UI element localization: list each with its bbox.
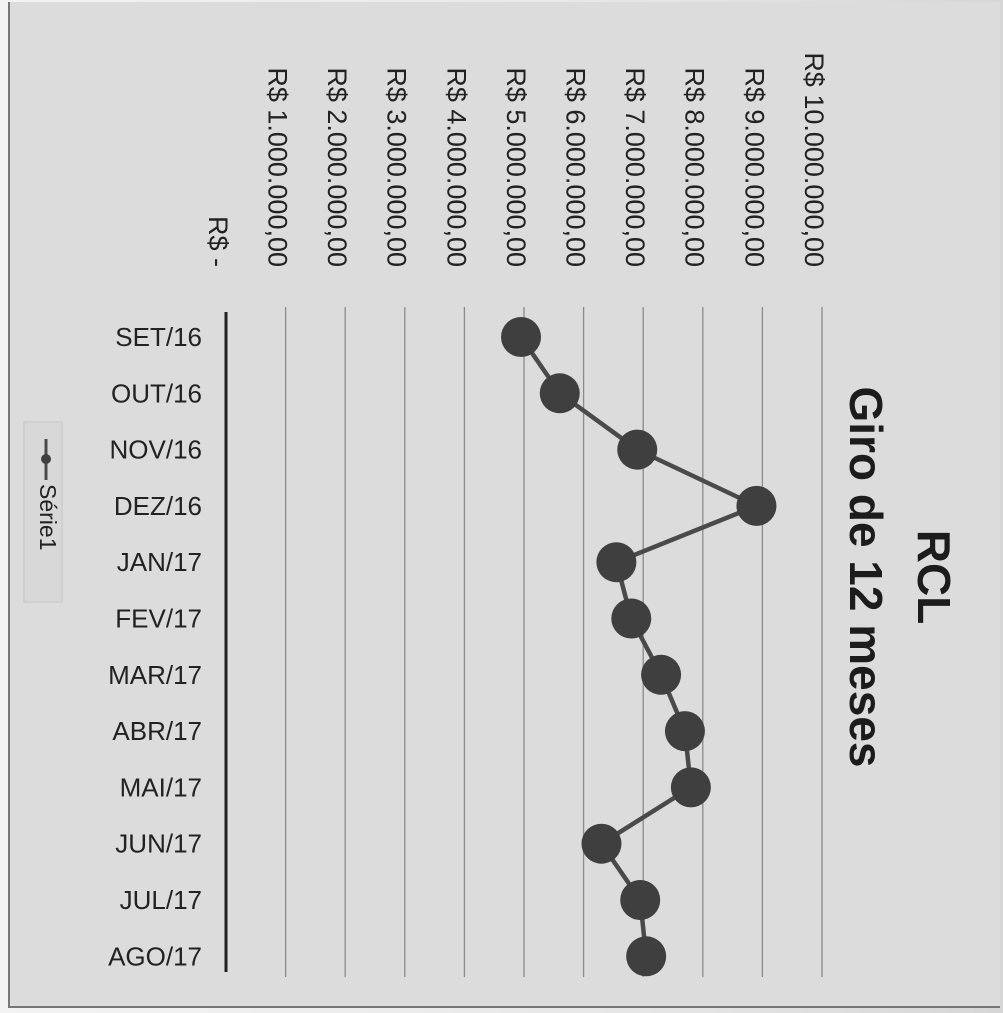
y-tick-label: R$ 3.000.000,00 xyxy=(382,67,412,267)
y-tick-label: R$ 6.000.000,00 xyxy=(560,67,590,267)
x-tick-label: SET/16 xyxy=(115,322,202,352)
series xyxy=(501,317,777,977)
x-axis-tick-labels: SET/16 OUT/16 NOV/16 DEZ/16 JAN/17 FEV/17 MAR/… xyxy=(108,322,202,971)
y-tick-label: R$ 9.000.000,00 xyxy=(739,67,769,267)
y-tick-label: R$ - xyxy=(203,216,233,267)
x-tick-label: ABR/17 xyxy=(112,716,202,746)
x-tick-label: FEV/17 xyxy=(115,604,202,634)
x-tick-label: DEZ/16 xyxy=(114,491,202,521)
y-tick-label: R$ 7.000.000,00 xyxy=(620,67,650,267)
data-point xyxy=(596,542,637,583)
chart-title: RCL Giro de 12 meses xyxy=(840,387,960,768)
y-tick-label: R$ 10.000.000,00 xyxy=(799,52,829,267)
y-tick-label: R$ 8.000.000,00 xyxy=(680,67,710,267)
legend-label: Série1 xyxy=(35,484,61,550)
data-point xyxy=(736,485,777,526)
x-tick-label: NOV/16 xyxy=(110,435,203,465)
y-tick-label: R$ 4.000.000,00 xyxy=(441,67,471,267)
x-tick-label: JAN/17 xyxy=(117,547,202,577)
x-tick-label: OUT/16 xyxy=(111,378,202,408)
data-point xyxy=(664,711,705,752)
data-point xyxy=(611,598,652,639)
y-axis-tick-labels: R$ - R$ 1.000.000,00 R$ 2.000.000,00 R$ 3.0… xyxy=(203,52,829,267)
data-point xyxy=(581,823,622,864)
y-tick-label: R$ 1.000.000,00 xyxy=(262,67,292,267)
x-tick-label: AGO/17 xyxy=(108,941,202,971)
data-point xyxy=(620,880,661,920)
chart-title-line-1: RCL xyxy=(908,530,960,625)
data-point xyxy=(641,654,682,695)
data-point xyxy=(626,936,667,977)
y-tick-label: R$ 2.000.000,00 xyxy=(322,67,352,267)
legend: Série1 xyxy=(23,421,63,603)
legend-box xyxy=(23,421,63,603)
y-tick-label: R$ 5.000.000,00 xyxy=(501,67,531,267)
x-tick-label: MAI/17 xyxy=(120,772,202,802)
x-tick-label: JUN/17 xyxy=(115,829,202,859)
legend-marker-swatch xyxy=(41,454,51,464)
gridlines xyxy=(284,307,823,977)
data-point xyxy=(670,767,711,808)
x-tick-label: MAR/17 xyxy=(108,660,202,690)
x-tick-label: JUL/17 xyxy=(120,885,202,915)
data-point xyxy=(539,373,580,414)
chart-panel: RCL Giro de 12 meses R$ - R$ 1.000.000,00 R… xyxy=(8,2,1000,1008)
data-point xyxy=(501,317,542,357)
chart-title-line-2: Giro de 12 meses xyxy=(840,387,892,768)
data-point xyxy=(617,429,658,470)
